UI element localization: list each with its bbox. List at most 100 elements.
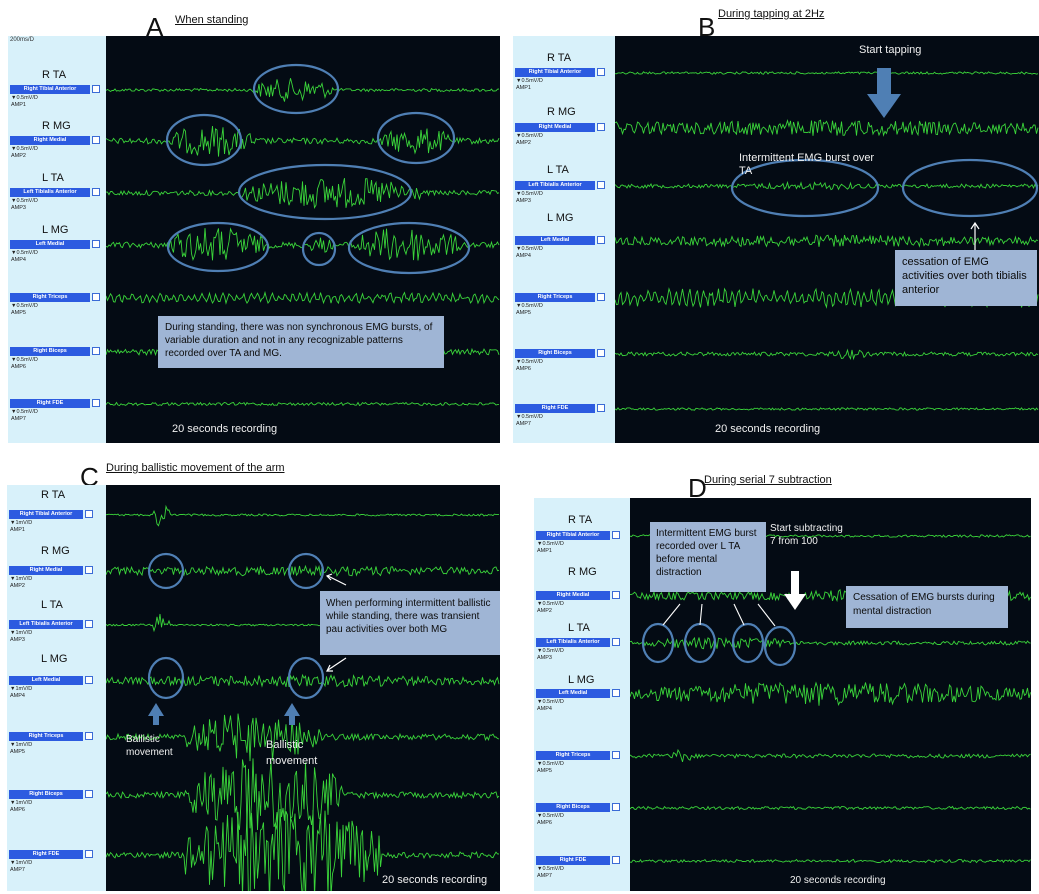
channel-settings-icon[interactable]: [92, 188, 100, 196]
channel-settings-icon[interactable]: [85, 510, 93, 518]
channel-name: R TA: [41, 489, 66, 501]
emg-screen: When performing intermittent ballistic w…: [106, 485, 500, 891]
highlight-ellipse: [165, 113, 243, 167]
recording-duration-label: 20 seconds recording: [715, 423, 821, 435]
channel-button[interactable]: Right Biceps: [10, 347, 90, 356]
channel-settings-icon[interactable]: [597, 349, 605, 357]
ballistic-arrow-icon: [284, 703, 300, 725]
channel-settings-icon[interactable]: [92, 347, 100, 355]
recording-duration-label: 20 seconds recording: [172, 423, 278, 435]
channel-button[interactable]: Right Medial: [536, 591, 610, 600]
channel-button[interactable]: Right Tibial Anterior: [9, 510, 83, 519]
highlight-ellipse: [730, 158, 880, 218]
emg-traces: [106, 504, 500, 891]
channel-button[interactable]: Right FDE: [10, 399, 90, 408]
emg-trace-line: [106, 673, 500, 688]
channel-settings-icon[interactable]: [612, 638, 620, 646]
channel-settings-icon[interactable]: [597, 293, 605, 301]
pointer-arrow-icon: [662, 603, 681, 626]
panel-title: When standing: [175, 14, 249, 26]
highlight-ellipse: [901, 158, 1039, 218]
channel-settings-icon[interactable]: [92, 136, 100, 144]
channel-settings-icon[interactable]: [597, 68, 605, 76]
channel-meta: ▼1mV/D AMP3: [10, 630, 33, 643]
channel-settings-icon[interactable]: [92, 399, 100, 407]
emg-trace-line: [615, 118, 1039, 137]
channel-settings-icon[interactable]: [597, 404, 605, 412]
channel-button[interactable]: Left Tibialis Anterior: [10, 188, 90, 197]
channel-button[interactable]: Right FDE: [536, 856, 610, 865]
channel-name: R MG: [568, 566, 597, 578]
pointer-arrow-head: [325, 573, 333, 581]
channel-button[interactable]: Left Medial: [9, 676, 83, 685]
channel-button[interactable]: Right Tibial Anterior: [515, 68, 595, 77]
channel-settings-icon[interactable]: [612, 689, 620, 697]
channel-settings-icon[interactable]: [612, 751, 620, 759]
channel-button[interactable]: Right FDE: [515, 404, 595, 413]
channel-settings-icon[interactable]: [612, 531, 620, 539]
channel-meta: ▼1mV/D AMP7: [10, 860, 33, 873]
pointer-arrow-icon: [757, 603, 776, 627]
channel-button[interactable]: Right FDE: [9, 850, 83, 859]
channel-settings-icon[interactable]: [85, 790, 93, 798]
annotation-callout: cessation of EMG activities over both ti…: [895, 250, 1037, 306]
channel-sidebar: R TA Right Tibial Anterior ▼1mV/D AMP1 R MG…: [7, 485, 106, 891]
channel-button[interactable]: Left Medial: [515, 236, 595, 245]
emg-trace-line: [630, 748, 1031, 763]
channel-button[interactable]: Right Biceps: [515, 349, 595, 358]
channel-button[interactable]: Right Biceps: [9, 790, 83, 799]
channel-settings-icon[interactable]: [85, 620, 93, 628]
highlight-ellipse: [347, 221, 471, 275]
channel-button[interactable]: Right Triceps: [10, 293, 90, 302]
channel-settings-icon[interactable]: [85, 850, 93, 858]
channel-settings-icon[interactable]: [612, 856, 620, 864]
channel-settings-icon[interactable]: [597, 181, 605, 189]
panel-letter: D: [688, 473, 707, 503]
channel-button[interactable]: Right Triceps: [536, 751, 610, 760]
channel-button[interactable]: Left Medial: [10, 240, 90, 249]
highlight-ellipse: [237, 163, 413, 221]
channel-button[interactable]: Right Medial: [515, 123, 595, 132]
channel-button[interactable]: Right Triceps: [9, 732, 83, 741]
timebase-label: 200ms/D: [10, 37, 35, 43]
channel-button[interactable]: Right Biceps: [536, 803, 610, 812]
channel-button[interactable]: Right Medial: [9, 566, 83, 575]
channel-settings-icon[interactable]: [92, 293, 100, 301]
highlight-ellipse: [147, 552, 185, 590]
channel-button[interactable]: Right Medial: [10, 136, 90, 145]
pointer-arrow-icon: [699, 603, 703, 626]
channel-button[interactable]: Left Tibialis Anterior: [515, 181, 595, 190]
channel-settings-icon[interactable]: [85, 732, 93, 740]
emg-trace-line: [106, 227, 500, 262]
channel-meta: ▼0.5mV/D AMP7: [516, 414, 543, 427]
channel-button[interactable]: Right Tibial Anterior: [536, 531, 610, 540]
pointer-arrow-head: [970, 221, 980, 230]
emg-trace-line: [615, 180, 1039, 191]
panel-title: During serial 7 subtraction: [704, 474, 832, 486]
emg-trace-line: [630, 636, 1031, 650]
channel-settings-icon[interactable]: [612, 803, 620, 811]
channel-settings-icon[interactable]: [597, 123, 605, 131]
channel-name: L MG: [41, 653, 68, 665]
recording-duration-label: 20 seconds recording: [790, 875, 886, 886]
channel-name: R TA: [547, 52, 572, 64]
channel-name: L TA: [547, 164, 569, 176]
channel-button[interactable]: Left Tibialis Anterior: [9, 620, 83, 629]
emg-screen: Start tapping Intermittent EMG burst ove…: [615, 36, 1039, 443]
channel-settings-icon[interactable]: [612, 591, 620, 599]
emg-trace-line: [615, 234, 1039, 248]
channel-settings-icon[interactable]: [85, 676, 93, 684]
recording-duration-label: 20 seconds recording: [382, 874, 488, 886]
channel-button[interactable]: Left Medial: [536, 689, 610, 698]
highlight-ellipse: [731, 622, 765, 664]
panel-letter: B: [698, 12, 716, 42]
channel-button[interactable]: Left Tibialis Anterior: [536, 638, 610, 647]
pointer-arrow-head: [326, 664, 333, 672]
channel-button[interactable]: Right Triceps: [515, 293, 595, 302]
channel-settings-icon[interactable]: [92, 85, 100, 93]
channel-settings-icon[interactable]: [597, 236, 605, 244]
channel-button[interactable]: Right Tibial Anterior: [10, 85, 90, 94]
emg-trace-line: [106, 504, 500, 527]
channel-settings-icon[interactable]: [85, 566, 93, 574]
channel-settings-icon[interactable]: [92, 240, 100, 248]
